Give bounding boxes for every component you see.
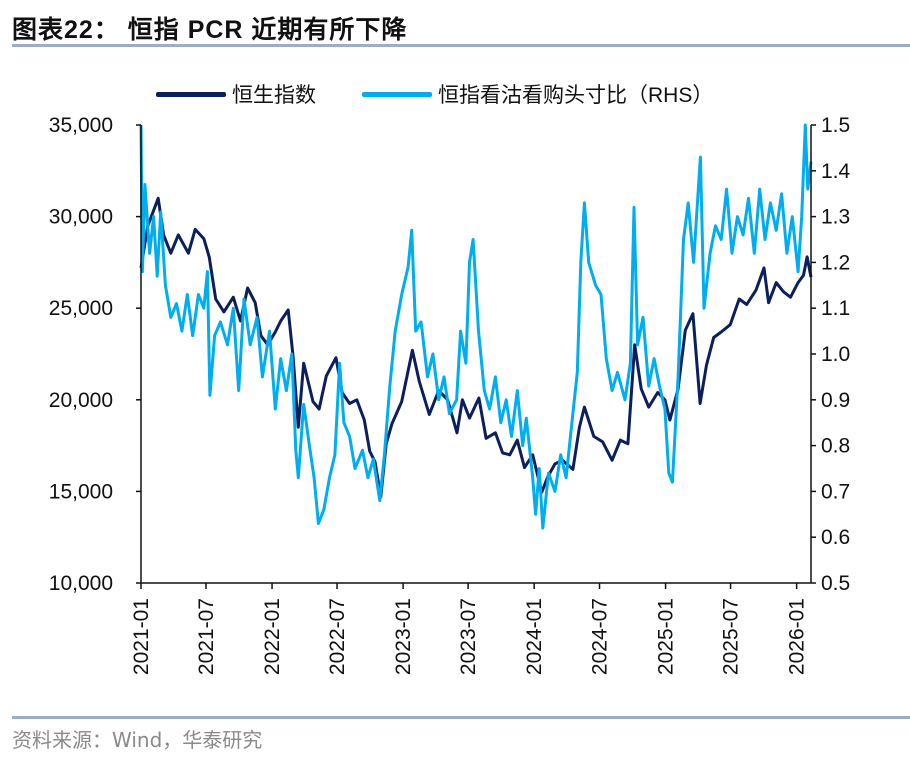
- x-tick-label: 2023-07: [457, 598, 480, 675]
- x-tick-label: 2024-07: [589, 598, 612, 675]
- left-tick-label: 10,000: [49, 572, 113, 595]
- x-tick-label: 2026-01: [786, 598, 809, 675]
- left-tick-label: 25,000: [49, 297, 113, 320]
- x-tick-label: 2025-01: [655, 598, 678, 675]
- legend-swatch-pcr: [362, 91, 432, 97]
- x-tick-label: 2023-01: [392, 598, 415, 675]
- x-tick-label: 2024-01: [523, 598, 546, 675]
- left-tick-label: 15,000: [49, 480, 113, 503]
- right-tick-label: 0.6: [821, 526, 850, 549]
- right-tick-label: 1.0: [821, 343, 850, 366]
- right-tick-label: 1.4: [821, 160, 851, 183]
- legend-item-hsi: 恒生指数: [156, 79, 316, 109]
- right-tick-label: 1.3: [821, 206, 850, 229]
- series-line-hsi: [139, 196, 813, 499]
- left-tick-label: 35,000: [49, 114, 113, 137]
- legend-label-pcr: 恒指看沽看购头寸比（RHS）: [438, 84, 714, 107]
- left-tick-label: 30,000: [49, 206, 113, 229]
- right-tick-label: 1.1: [821, 297, 850, 320]
- x-tick-label: 2025-07: [720, 598, 743, 675]
- x-tick-label: 2021-01: [130, 598, 153, 675]
- x-tick-label: 2021-07: [195, 598, 218, 675]
- legend-label-hsi: 恒生指数: [232, 84, 316, 107]
- x-tick-label: 2022-07: [326, 598, 349, 675]
- right-tick-label: 1.5: [821, 114, 850, 137]
- title-divider: [12, 44, 910, 47]
- right-tick-label: 1.2: [821, 251, 850, 274]
- x-tick-label: 2022-01: [261, 598, 284, 675]
- series-line-pcr: [139, 123, 813, 530]
- right-tick-label: 0.9: [821, 389, 850, 412]
- legend-swatch-hsi: [156, 91, 226, 97]
- source-divider: [12, 716, 910, 719]
- legend-item-pcr: 恒指看沽看购头寸比（RHS）: [362, 79, 713, 109]
- legend: 恒生指数 恒指看沽看购头寸比（RHS）: [156, 79, 759, 109]
- source-note: 资料来源：Wind，华泰研究: [12, 728, 263, 752]
- right-tick-label: 0.5: [821, 572, 850, 595]
- left-tick-label: 20,000: [49, 389, 113, 412]
- right-tick-label: 0.7: [821, 480, 850, 503]
- right-tick-label: 0.8: [821, 435, 850, 458]
- figure-title: 图表22： 恒指 PCR 近期有所下降: [12, 16, 408, 44]
